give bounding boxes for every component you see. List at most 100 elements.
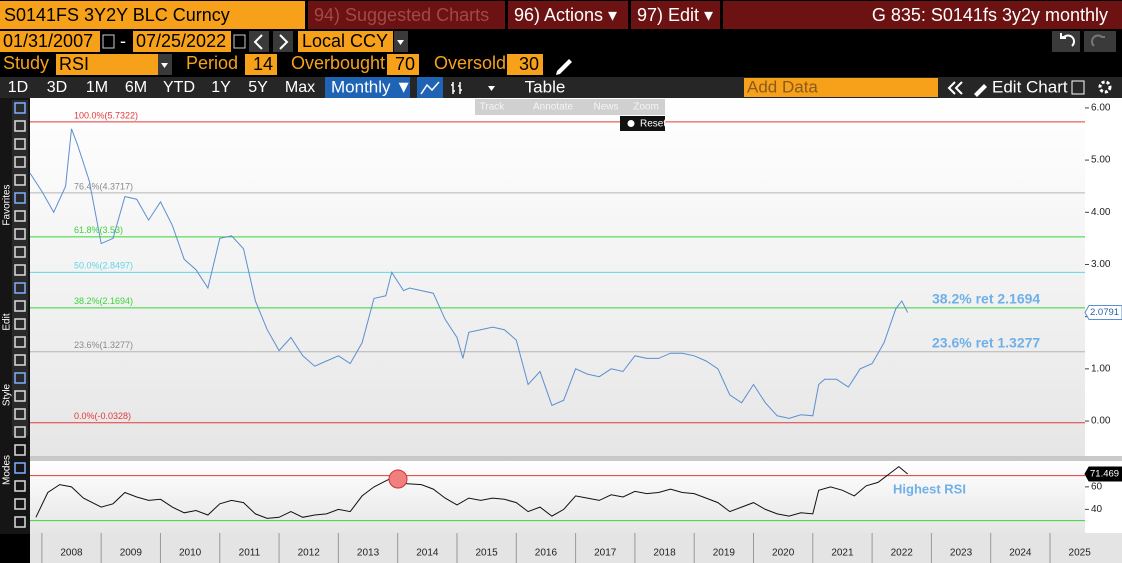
menu-button[interactable] [508,1,628,29]
range-button[interactable]: YTD [163,79,195,96]
range-button[interactable]: 1D [8,79,28,96]
table-button[interactable]: Table [525,77,566,96]
dropdown-arrow [397,40,404,45]
annotation: Highest RSI [893,481,966,496]
page-title: G 835: S0141fs 3y2y monthly [872,5,1108,25]
overbought: 70 [395,54,415,74]
popup-item[interactable]: Zoom [633,102,659,113]
tool-icon[interactable] [14,192,26,204]
tools [14,102,26,528]
undo-button[interactable] [1052,31,1080,52]
period-label: Period [186,53,238,73]
study-field[interactable] [56,54,158,75]
next-button[interactable] [273,31,293,52]
annotation: 38.2% ret 2.1694 [932,291,1040,307]
settings-icon[interactable] [1098,80,1112,94]
tool-icon[interactable] [14,318,26,330]
x-tick-label: 2020 [772,548,795,559]
security-box[interactable] [0,1,305,29]
title-bar [723,1,1122,29]
range-button[interactable]: 3D [47,79,67,96]
reset-button[interactable] [620,116,665,131]
oversold-field[interactable] [507,54,543,75]
add-data-field[interactable] [744,78,938,97]
bar-chart-icon[interactable] [451,82,462,94]
last-value: 71.469 [1090,468,1119,479]
x-tick-label: 2011 [239,548,261,559]
collapse-icon[interactable] [947,81,963,95]
tool-icon[interactable] [14,102,26,114]
y-tick-label: 60 [1091,482,1103,493]
popup-item[interactable]: Annotate [533,102,573,113]
date-field[interactable] [133,31,231,52]
popup-item[interactable]: Track [480,102,506,113]
tool-icon[interactable] [14,498,26,510]
y-tick-label: 6.00 [1091,103,1111,114]
overbought-field[interactable] [387,54,419,75]
side-label: Style [2,383,13,406]
tool-icon[interactable] [14,300,26,312]
side-label: Modes [2,455,13,485]
tool-icon[interactable] [14,156,26,168]
range-button[interactable]: 1M [86,79,108,96]
prev-button[interactable] [249,31,269,52]
tool-icon[interactable] [14,228,26,240]
tool-icon[interactable] [14,516,26,528]
reset: Reset [640,119,666,130]
tool-icon[interactable] [14,264,26,276]
oversold: 30 [519,54,539,74]
tool-icon[interactable] [14,426,26,438]
menu-label: 94) Suggested Charts [314,5,489,25]
edit-chart[interactable]: Edit Chart [992,77,1068,96]
currency-field[interactable] [298,31,393,52]
menu-button[interactable] [308,1,505,29]
tool-icon[interactable] [14,210,26,222]
range-button[interactable]: 1Y [211,79,231,96]
tool-icon[interactable] [14,390,26,402]
frequency-button[interactable] [325,77,410,98]
redo-button[interactable] [1084,31,1116,52]
period-field[interactable] [245,54,277,75]
menu-label: 97) Edit ▾ [637,5,713,25]
annotation: 23.6% ret 1.3277 [932,335,1040,351]
menu-button[interactable] [631,1,720,29]
popup-items: Track Annotate News Zoom [480,102,659,113]
tool-icon[interactable] [14,174,26,186]
dropdown-arrow[interactable] [488,86,495,91]
prev-icon [253,34,263,50]
right-axis [1085,98,1122,456]
x-tick-label: 2018 [653,548,676,559]
range-button[interactable]: 6M [125,79,147,96]
x-tick-label: 2019 [713,548,736,559]
tool-icon[interactable] [14,372,26,384]
calendar-icon[interactable] [102,34,115,49]
last-value-tag [1084,305,1122,321]
range-button[interactable]: Max [285,79,315,96]
range-button[interactable]: 5Y [248,79,268,96]
tool-icon[interactable] [14,354,26,366]
date-separator: - [120,31,126,51]
tool-icon[interactable] [14,408,26,420]
tool-icon[interactable] [14,336,26,348]
tool-icon[interactable] [14,444,26,456]
x-tick-label: 2024 [1009,548,1032,559]
pencil-icon[interactable] [556,59,572,75]
tool-icon[interactable] [14,480,26,492]
tool-icon[interactable] [14,246,26,258]
next-icon [279,34,289,50]
security: S0141FS 3Y2Y BLC Curncy [4,5,230,25]
tool-icon[interactable] [14,282,26,294]
tool-icon[interactable] [14,120,26,132]
x-tick-label: 2022 [891,548,914,559]
popup-item[interactable]: News [593,102,618,113]
x-tick-label: 2023 [950,548,973,559]
calendar-icon[interactable] [233,34,246,49]
study: RSI [59,54,89,74]
tool-icon[interactable] [14,138,26,150]
date-field[interactable] [0,31,100,52]
note-icon[interactable] [1071,80,1085,95]
tool-icon[interactable] [14,462,26,474]
panel-divider[interactable] [30,456,1122,461]
